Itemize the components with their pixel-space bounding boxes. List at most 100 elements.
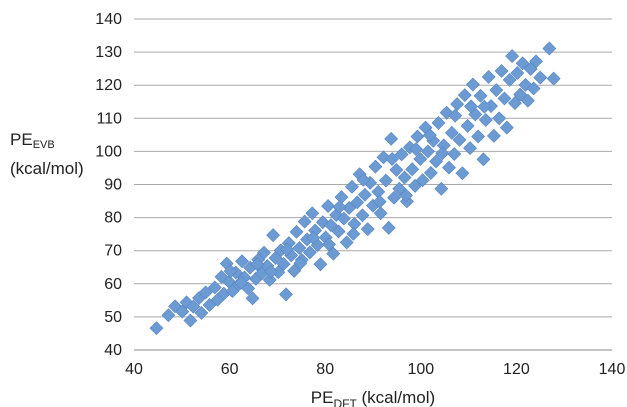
y-tick-label: 70 [104, 243, 122, 260]
data-point [477, 99, 492, 114]
data-point [434, 181, 449, 196]
data-point [505, 49, 520, 63]
data-point [313, 257, 328, 272]
data-point [194, 306, 209, 320]
y-tick-label: 110 [96, 110, 122, 127]
data-point [198, 285, 213, 300]
y-tick-label: 140 [95, 11, 122, 28]
data-point [405, 162, 420, 177]
x-axis-label-sub: DFT [333, 397, 357, 407]
data-point [287, 263, 302, 278]
y-axis-label-sub: EVB [32, 139, 55, 151]
data-point [322, 237, 336, 252]
data-point [264, 264, 279, 279]
data-point [336, 211, 351, 226]
data-point [234, 275, 248, 290]
data-point [502, 72, 517, 87]
data-point [452, 132, 467, 147]
data-point [257, 245, 271, 260]
data-point [389, 163, 404, 177]
y-tick-label: 100 [95, 143, 122, 160]
x-tick-label: 40 [125, 361, 143, 378]
data-point [499, 120, 514, 135]
data-point [339, 235, 354, 250]
data-point [387, 190, 401, 205]
x-tick-label: 120 [503, 361, 530, 378]
data-point [297, 214, 312, 229]
data-point [397, 170, 412, 185]
data-point [546, 71, 561, 86]
data-point [381, 220, 396, 235]
y-tick-label: 50 [104, 309, 122, 326]
data-point [324, 218, 338, 233]
data-point [161, 308, 176, 323]
data-point [421, 144, 435, 159]
data-point [266, 228, 281, 243]
data-point [422, 128, 437, 143]
data-point [526, 81, 541, 96]
data-point [289, 224, 304, 239]
data-point [376, 150, 391, 165]
data-point [250, 257, 265, 272]
data-point [223, 264, 238, 279]
data-point [331, 224, 346, 239]
x-axis-label: PEDFT (kcal/mol) [311, 388, 435, 407]
data-point [410, 129, 425, 144]
data-point [175, 304, 190, 319]
data-point [497, 91, 512, 106]
data-point [368, 159, 383, 174]
data-point [448, 108, 463, 123]
data-point [149, 321, 164, 336]
data-point [450, 97, 465, 111]
data-point [235, 254, 249, 269]
y-tick-label: 60 [104, 276, 122, 293]
data-point [492, 111, 507, 126]
data-point [357, 187, 372, 202]
data-point [321, 199, 335, 213]
data-point [481, 70, 496, 84]
data-point [447, 147, 462, 161]
data-point [355, 208, 370, 223]
data-point [409, 142, 423, 157]
data-point [444, 125, 459, 140]
y-axis-label-unit: (kcal/mol) [10, 159, 84, 178]
data-point [378, 173, 393, 188]
data-point [302, 245, 317, 260]
x-tick-label: 60 [221, 361, 239, 378]
data-point [473, 88, 488, 103]
data-point [306, 230, 321, 245]
data-point [464, 99, 478, 114]
y-tick-labels: 40 50 60 70 80 90 100 110 120 130 140 [95, 11, 122, 359]
data-point [292, 241, 307, 255]
data-point [489, 83, 504, 98]
data-point [429, 154, 444, 169]
data-point [413, 152, 428, 166]
data-point [245, 291, 260, 306]
data-point [435, 146, 450, 161]
data-point [513, 87, 528, 102]
x-tick-labels: 40 60 80 100 120 140 [125, 361, 625, 378]
data-point [460, 118, 475, 133]
data-point [385, 152, 400, 166]
data-point [350, 195, 365, 210]
x-axis-label-unit: (kcal/mol) [357, 388, 435, 407]
y-tick-label: 40 [104, 342, 122, 359]
data-point [476, 152, 491, 167]
data-point [510, 66, 525, 80]
data-point [442, 160, 456, 175]
data-point [471, 129, 486, 144]
data-point [494, 64, 509, 78]
y-tick-label: 90 [104, 177, 122, 194]
y-tick-label: 130 [95, 44, 122, 61]
data-point [478, 113, 493, 127]
data-point [326, 246, 341, 261]
data-point [280, 242, 294, 257]
data-point [346, 226, 361, 241]
data-point [529, 54, 543, 69]
data-point [463, 141, 477, 156]
data-point [399, 188, 413, 203]
data-point [423, 165, 438, 180]
x-tick-label: 100 [407, 361, 434, 378]
data-point [334, 190, 349, 205]
